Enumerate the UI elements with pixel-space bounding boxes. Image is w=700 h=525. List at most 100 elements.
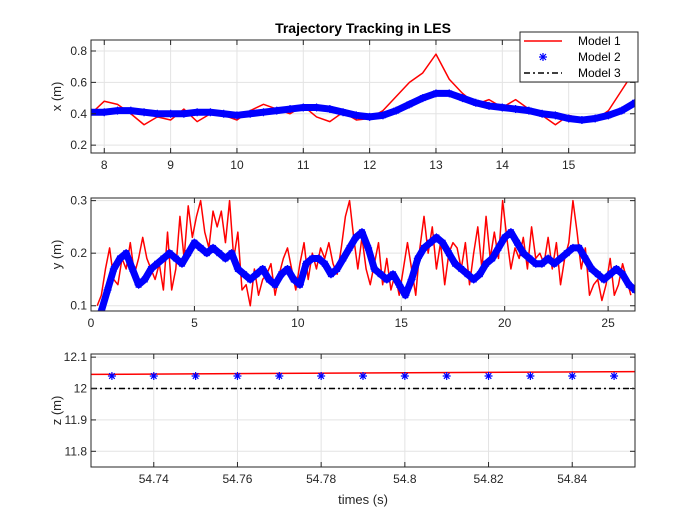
panel-3: 54.74 54.76 54.78 54.8 54.82 54.84 11.8 11.9 12 1…: [49, 350, 636, 507]
y-tick-label: 12.1: [64, 350, 88, 364]
data-point: [113, 106, 122, 115]
legend: Model 1 Model 2 Model 3: [519, 31, 639, 83]
data-point: [312, 103, 321, 112]
x-tick-label: 5: [191, 316, 198, 330]
data-point: [128, 264, 137, 273]
data-point: [295, 280, 304, 289]
data-point: [401, 291, 410, 300]
data-point: [606, 270, 615, 279]
data-point: [591, 114, 600, 123]
x-tick-label: 25: [601, 316, 615, 330]
data-point: [364, 243, 373, 252]
data-point: [193, 108, 202, 117]
data-point: [599, 275, 608, 284]
data-point: [126, 106, 135, 115]
data-point: [538, 109, 547, 118]
data-point: [246, 275, 255, 284]
data-point: [413, 254, 422, 263]
data-point: [562, 249, 571, 258]
data-point: [575, 243, 584, 252]
series-group: [91, 53, 635, 126]
x-tick-label: 10: [230, 158, 244, 172]
data-point: [524, 106, 533, 115]
x-tick-label: 54.84: [557, 472, 587, 486]
data-point: [122, 249, 131, 258]
data-point: [271, 280, 280, 289]
data-point: [283, 264, 292, 273]
plot-area: [91, 354, 635, 467]
data-point: [568, 371, 577, 380]
data-point: [469, 275, 478, 284]
y-tick-label: 0.2: [70, 138, 87, 152]
data-point: [500, 233, 509, 242]
data-point: [314, 254, 323, 263]
data-point: [485, 101, 494, 110]
data-point: [171, 254, 180, 263]
data-point: [166, 109, 175, 118]
data-point: [272, 106, 281, 115]
data-point: [444, 249, 453, 258]
data-point: [140, 108, 149, 117]
x-tick-label: 15: [395, 316, 409, 330]
data-point: [612, 264, 621, 273]
data-point: [519, 249, 528, 258]
data-point: [317, 371, 326, 380]
y-tick-label: 0.6: [70, 75, 87, 89]
data-point: [149, 371, 158, 380]
x-tick-label: 54.78: [306, 472, 336, 486]
data-point: [179, 109, 188, 118]
data-point: [302, 259, 311, 268]
data-point: [190, 238, 199, 247]
data-point: [153, 109, 162, 118]
data-point: [351, 233, 360, 242]
data-point: [458, 94, 467, 103]
data-point: [233, 371, 242, 380]
data-point: [525, 254, 534, 263]
data-point: [289, 275, 298, 284]
axes-box: [90, 39, 636, 154]
data-point: [484, 371, 493, 380]
data-point: [146, 264, 155, 273]
series-model-1: [96, 199, 632, 307]
data-point: [299, 103, 308, 112]
data-point: [165, 249, 174, 258]
data-point: [587, 264, 596, 273]
x-axis-label: times (s): [338, 492, 388, 507]
data-point: [482, 259, 491, 268]
data-point: [115, 254, 124, 263]
data-point: [604, 111, 613, 120]
data-point: [506, 228, 515, 237]
data-point: [339, 254, 348, 263]
data-point: [215, 249, 224, 258]
data-point: [339, 108, 348, 117]
data-point: [426, 238, 435, 247]
legend-entry: Model 1: [578, 34, 621, 48]
x-tick-label: 54.76: [222, 472, 252, 486]
data-point: [498, 103, 507, 112]
data-point: [259, 108, 268, 117]
data-point: [451, 259, 460, 268]
data-point: [431, 89, 440, 98]
data-point: [109, 264, 118, 273]
data-point: [445, 89, 454, 98]
data-point: [537, 259, 546, 268]
data-point: [488, 254, 497, 263]
data-point: [378, 111, 387, 120]
data-point: [326, 270, 335, 279]
data-point: [308, 254, 317, 263]
data-point: [471, 98, 480, 107]
x-tick-label: 54.74: [139, 472, 169, 486]
data-point: [463, 270, 472, 279]
data-point: [420, 243, 429, 252]
data-point: [544, 254, 553, 263]
data-point: [227, 249, 236, 258]
data-point: [100, 108, 109, 117]
y-tick-label: 0.1: [70, 299, 87, 313]
data-point: [325, 105, 334, 114]
data-point: [581, 254, 590, 263]
data-point: [252, 270, 261, 279]
series-model-2: [97, 228, 635, 311]
data-point: [550, 259, 559, 268]
data-point: [258, 264, 267, 273]
x-tick-label: 8: [101, 158, 108, 172]
